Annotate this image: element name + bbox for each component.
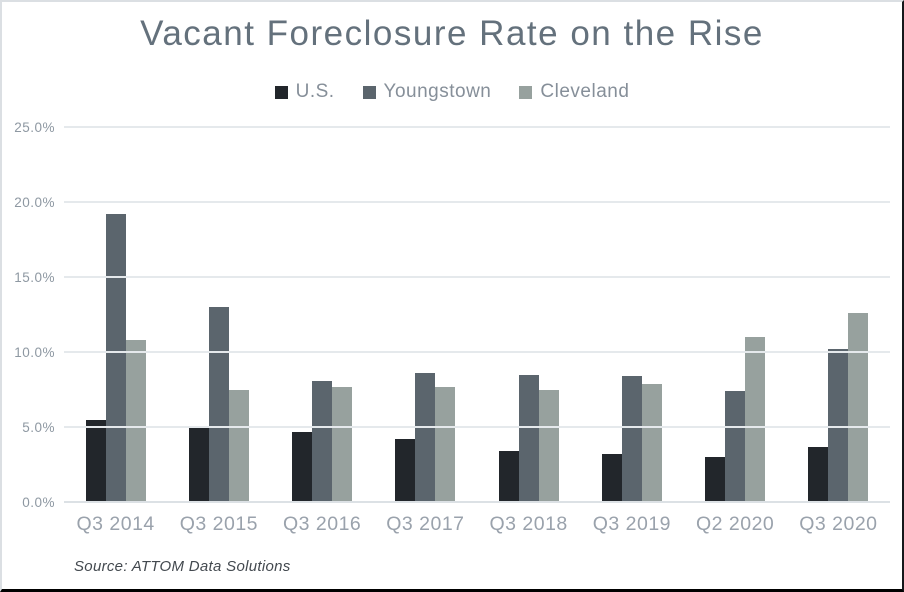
chart-title: Vacant Foreclosure Rate on the Rise [140,14,764,53]
gridline-5 [64,426,890,428]
x-tick-label-q3-2016: Q3 2016 [282,513,362,535]
bar-cleveland-q3-2016 [332,386,353,502]
bar-group-q3-2016 [271,380,374,502]
bar-group-q3-2020 [787,313,890,502]
bar-youngstown-q3-2014 [105,214,126,502]
bar-cleveland-q3-2014 [125,340,146,502]
bar-u-s-q3-2015 [188,427,209,502]
bar-u-s-q3-2016 [292,431,313,502]
bar-youngstown-q3-2016 [312,380,333,502]
bar-youngstown-q3-2017 [415,373,436,502]
bar-youngstown-q3-2019 [621,376,642,502]
bar-group-q3-2017 [374,373,477,502]
bar-u-s-q2-2020 [705,457,726,502]
bar-u-s-q3-2019 [601,454,622,502]
bar-cleveland-q3-2017 [435,386,456,502]
bar-u-s-q3-2018 [498,451,519,502]
x-tick-label-q3-2019: Q3 2019 [592,513,672,535]
bar-youngstown-q2-2020 [725,391,746,502]
y-tick-label-5: 5.0% [22,420,55,435]
x-tick-label-q3-2018: Q3 2018 [489,513,568,535]
bar-u-s-q3-2017 [395,439,416,502]
gridline-0 [64,501,890,503]
bar-youngstown-q3-2020 [828,349,849,502]
chart-legend: U.S. Youngstown Cleveland [2,81,902,103]
bar-cleveland-q3-2015 [228,389,249,502]
legend-swatch-icon [362,85,376,99]
bar-group-q3-2019 [580,376,683,502]
bar-group-q3-2014 [64,214,167,502]
legend-swatch-icon [274,85,288,99]
y-tick-label-0: 0.0% [22,495,55,510]
bar-cleveland-q2-2020 [745,337,766,502]
bar-group-q2-2020 [684,337,787,502]
y-tick-label-20: 20.0% [14,195,55,210]
legend-label: Cleveland [540,81,630,102]
gridline-25 [64,126,890,128]
x-tick-label-q3-2020: Q3 2020 [799,513,878,535]
x-tick-label-q2-2020: Q2 2020 [695,513,775,535]
bar-youngstown-q3-2018 [518,374,539,502]
legend-item-youngstown: Youngstown [362,81,492,103]
gridline-10 [64,351,890,353]
gridline-15 [64,276,890,278]
legend-item-u-s: U.S. [274,81,335,103]
x-tick-label-q3-2015: Q3 2015 [179,513,259,535]
gridline-20 [64,201,890,203]
legend-item-cleveland: Cleveland [519,81,629,103]
legend-swatch-icon [519,85,533,99]
bar-cleveland-q3-2020 [848,313,869,502]
bar-u-s-q3-2014 [85,419,106,502]
legend-label: Youngstown [383,81,492,102]
y-tick-label-25: 25.0% [14,120,55,135]
bar-groups [64,127,890,502]
bar-group-q3-2018 [477,374,580,502]
bar-cleveland-q3-2018 [538,389,559,502]
x-axis: Q3 2014 Q3 2015 Q3 2016 Q3 2017 Q3 2018 Q3 20… [64,513,890,536]
legend-label: U.S. [295,81,335,102]
plot-area: Q3 2014 Q3 2015 Q3 2016 Q3 2017 Q3 2018 Q3 20… [14,120,890,535]
y-tick-label-10: 10.0% [14,345,55,360]
source-note: Source: ATTOM Data Solutions [74,558,291,575]
bar-group-q3-2015 [167,307,270,502]
x-tick-label-q3-2014: Q3 2014 [76,513,155,535]
bar-u-s-q3-2020 [808,446,829,502]
bar-youngstown-q3-2015 [208,307,229,502]
bar-cleveland-q3-2019 [641,383,662,502]
x-tick-label-q3-2017: Q3 2017 [386,513,465,535]
y-tick-label-15: 15.0% [14,270,55,285]
